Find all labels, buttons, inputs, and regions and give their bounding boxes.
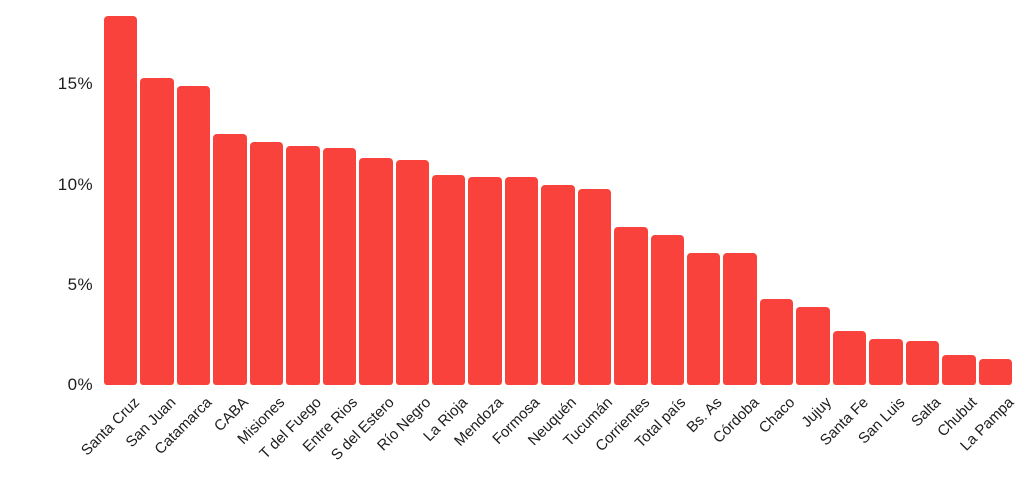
bar-santa-fe[interactable] xyxy=(832,330,867,385)
y-axis-tick-label: 0% xyxy=(67,375,93,394)
y-axis-tick-label: 10% xyxy=(57,174,93,194)
bar-total-pais[interactable] xyxy=(650,234,684,385)
bar-chubut[interactable] xyxy=(942,354,976,385)
bar-la-pampa[interactable] xyxy=(978,358,1012,385)
bar-rio-negro[interactable] xyxy=(395,160,429,385)
x-axis-label: Chaco xyxy=(755,394,799,437)
bar-caba[interactable] xyxy=(213,134,247,385)
bar-entre-rios[interactable] xyxy=(322,148,357,385)
bar-s-del-estero[interactable] xyxy=(359,158,393,385)
y-axis-tick-label: 5% xyxy=(67,274,93,294)
bars-container xyxy=(104,0,1012,385)
bar-formosa[interactable] xyxy=(504,176,539,385)
y-axis-tick-label: 15% xyxy=(57,74,93,94)
bar-catamarca[interactable] xyxy=(176,86,211,385)
y-axis: 0% 5% 10% 15% xyxy=(0,0,93,394)
bar-misiones[interactable] xyxy=(249,142,284,385)
bar-salta[interactable] xyxy=(905,340,940,385)
bar-tucuman[interactable] xyxy=(577,188,612,385)
bar-san-luis[interactable] xyxy=(869,338,903,385)
bar-jujuy[interactable] xyxy=(796,306,830,385)
bar-neuquen[interactable] xyxy=(541,184,575,385)
bar-mendoza[interactable] xyxy=(468,176,502,385)
bar-santa-cruz[interactable] xyxy=(104,16,138,385)
bar-san-juan[interactable] xyxy=(140,78,174,385)
bar-t-del-fuego[interactable] xyxy=(286,146,320,385)
bar-bs-as[interactable] xyxy=(687,252,721,385)
bar-cordoba[interactable] xyxy=(723,252,757,385)
bar-la-rioja[interactable] xyxy=(431,174,466,385)
bar-chaco[interactable] xyxy=(759,298,794,385)
bar-corrientes[interactable] xyxy=(614,226,648,385)
x-axis: Santa Cruz San Juan Catamarca CABA Misiones T… xyxy=(0,385,1024,484)
